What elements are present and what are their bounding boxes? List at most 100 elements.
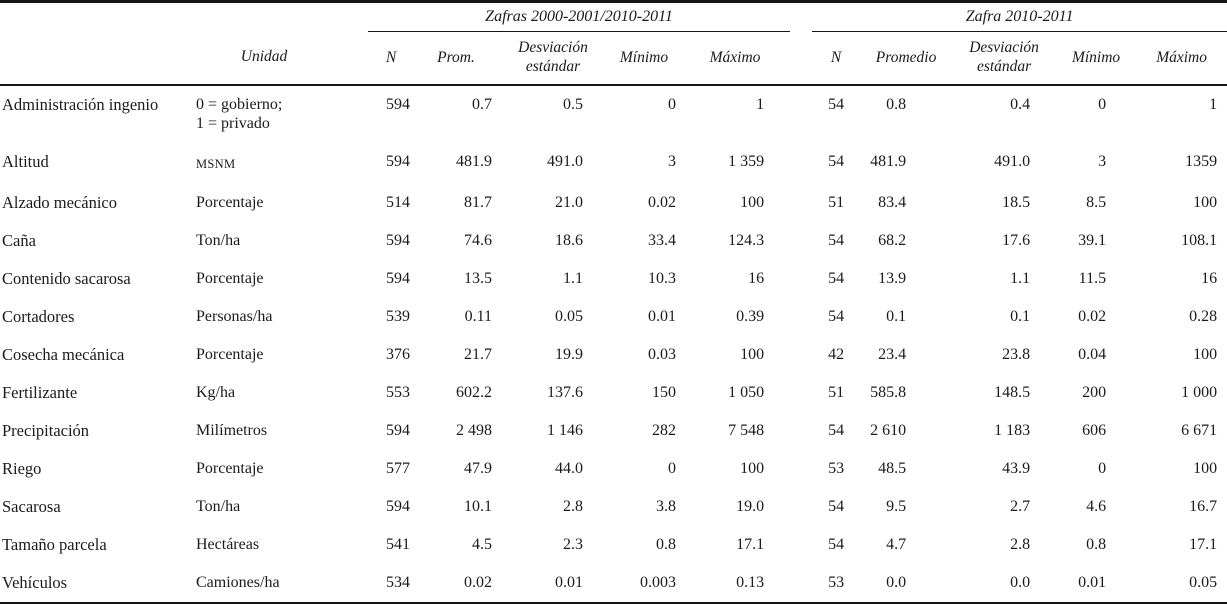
table-row: Sacarosa Ton/ha 594 10.1 2.8 3.8 19.0 54 9.5 2.7 4… <box>0 488 1227 526</box>
cell-n-g2: 54 <box>828 232 845 249</box>
cell-maximo-g1: 100 <box>740 460 765 477</box>
cell-prom-g1: 481.9 <box>456 153 492 170</box>
cell-desviacion-g2: 0.1 <box>1010 308 1031 325</box>
header-g1-desviacion: Desviación estándar <box>498 31 608 86</box>
cell-maximo-g1: 1 359 <box>728 153 765 170</box>
table-row: Cosecha mecánica Porcentaje 376 21.7 19.9 0.0… <box>0 336 1227 374</box>
cell-n-g1: 553 <box>386 384 410 401</box>
cell-n-g2: 54 <box>828 536 845 553</box>
cell-maximo-g1: 16 <box>748 270 765 287</box>
column-gap <box>790 374 812 412</box>
cell-maximo-g1: 7 548 <box>728 422 765 439</box>
header-g2-minimo: Mínimo <box>1056 31 1137 86</box>
cell-unidad: Ton/ha <box>196 498 241 515</box>
cell-prom-g1: 0.02 <box>464 574 492 591</box>
cell-desviacion-g2: 0.4 <box>1010 96 1031 113</box>
cell-n-g1: 376 <box>386 346 410 363</box>
cell-maximo-g1: 100 <box>740 194 765 211</box>
cell-prom-g2: 4.7 <box>886 536 907 553</box>
group-header-zafra-2010-2011: Zafra 2010-2011 <box>812 1 1227 32</box>
cell-n-g1: 534 <box>386 574 410 591</box>
row-label: Precipitación <box>2 421 90 440</box>
table-row: Administración ingenio 0 = gobierno; 1 = … <box>0 85 1227 143</box>
cell-n-g2: 54 <box>828 422 845 439</box>
column-gap <box>790 412 812 450</box>
cell-maximo-g2: 1 <box>1209 96 1218 113</box>
cell-minimo-g2: 39.1 <box>1078 232 1107 249</box>
row-label: Caña <box>2 231 36 250</box>
cell-maximo-g2: 108.1 <box>1181 232 1218 249</box>
cell-maximo-g1: 17.1 <box>736 536 765 553</box>
cell-n-g1: 594 <box>386 498 410 515</box>
column-header-row: Unidad N Prom. Desviación estándar Mínim… <box>0 31 1227 86</box>
cell-maximo-g1: 19.0 <box>736 498 765 515</box>
cell-prom-g2: 0.1 <box>886 308 907 325</box>
cell-maximo-g2: 17.1 <box>1189 536 1218 553</box>
cell-prom-g2: 2 610 <box>870 422 907 439</box>
cell-minimo-g1: 0.02 <box>648 194 676 211</box>
column-gap <box>790 143 812 184</box>
cell-desviacion-g2: 43.9 <box>1002 460 1031 477</box>
row-label: Tamaño parcela <box>2 535 107 554</box>
cell-minimo-g1: 0 <box>668 96 676 113</box>
cell-desviacion-g2: 2.8 <box>1010 536 1031 553</box>
cell-maximo-g2: 100 <box>1193 194 1218 211</box>
cell-desviacion-g2: 148.5 <box>994 384 1031 401</box>
table-row: Riego Porcentaje 577 47.9 44.0 0 100 53 48.5 43.9… <box>0 450 1227 488</box>
cell-unidad: Personas/ha <box>196 308 273 325</box>
column-gap <box>790 298 812 336</box>
cell-n-g1: 594 <box>386 153 410 170</box>
cell-maximo-g2: 16.7 <box>1189 498 1218 515</box>
row-label: Alzado mecánico <box>2 193 117 212</box>
cell-desviacion-g1: 2.8 <box>563 498 583 515</box>
header-g2-promedio: Promedio <box>860 31 953 86</box>
cell-n-g2: 54 <box>828 308 845 325</box>
cell-minimo-g2: 0.04 <box>1078 346 1107 363</box>
cell-maximo-g2: 0.05 <box>1189 574 1218 591</box>
header-g2-maximo: Máximo <box>1136 31 1227 86</box>
cell-n-g2: 53 <box>828 460 845 477</box>
cell-n-g1: 594 <box>386 96 410 113</box>
table-row: Vehículos Camiones/ha 534 0.02 0.01 0.003 0.13… <box>0 564 1227 603</box>
group-gap <box>790 2 812 32</box>
row-label: Administración ingenio <box>2 95 159 114</box>
cell-desviacion-g1: 1.1 <box>563 270 583 287</box>
cell-n-g2: 51 <box>828 194 845 211</box>
cell-minimo-g1: 3.8 <box>656 498 676 515</box>
cell-desviacion-g1: 21.0 <box>555 194 583 211</box>
cell-prom-g2: 481.9 <box>870 153 907 170</box>
header-gap <box>790 31 813 86</box>
row-label: Altitud <box>2 152 49 171</box>
cell-n-g2: 54 <box>828 498 845 515</box>
cell-prom-g2: 0.0 <box>886 574 907 591</box>
table-row: Contenido sacarosa Porcentaje 594 13.5 1.1 10… <box>0 260 1227 298</box>
header-g2-n: N <box>812 31 861 86</box>
cell-n-g2: 54 <box>828 153 845 170</box>
cell-minimo-g2: 0.8 <box>1086 536 1107 553</box>
cell-unidad: 0 = gobierno; 1 = privado <box>196 96 283 132</box>
cell-n-g2: 53 <box>828 574 845 591</box>
table-row: Cortadores Personas/ha 539 0.11 0.05 0.01 0.39… <box>0 298 1227 336</box>
cell-desviacion-g1: 0.05 <box>555 308 583 325</box>
cell-unidad: Kg/ha <box>196 384 236 401</box>
column-gap <box>790 336 812 374</box>
cell-desviacion-g1: 19.9 <box>555 346 583 363</box>
cell-n-g2: 51 <box>828 384 845 401</box>
row-label: Cosecha mecánica <box>2 345 125 364</box>
cell-prom-g2: 68.2 <box>878 232 907 249</box>
cell-minimo-g2: 11.5 <box>1078 270 1107 287</box>
header-g1-prom: Prom. <box>414 31 498 86</box>
cell-minimo-g1: 0.8 <box>656 536 676 553</box>
cell-n-g2: 54 <box>828 270 845 287</box>
row-label: Riego <box>2 459 42 478</box>
cell-desviacion-g2: 1.1 <box>1010 270 1031 287</box>
cell-maximo-g2: 0.28 <box>1189 308 1218 325</box>
cell-desviacion-g1: 0.01 <box>555 574 583 591</box>
cell-minimo-g2: 0 <box>1098 96 1107 113</box>
group-header-blank <box>0 2 368 32</box>
cell-maximo-g1: 100 <box>740 346 765 363</box>
cell-prom-g2: 0.8 <box>886 96 907 113</box>
table-row: Alzado mecánico Porcentaje 514 81.7 21.0 0.02… <box>0 184 1227 222</box>
cell-minimo-g2: 606 <box>1082 422 1107 439</box>
